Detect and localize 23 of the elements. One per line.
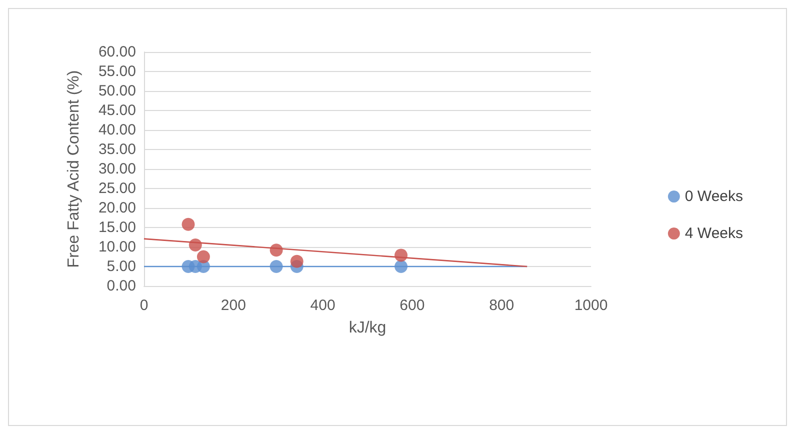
y-tick-label: 5.00 bbox=[106, 258, 136, 275]
x-tick-label: 800 bbox=[489, 297, 514, 314]
y-tick-label: 20.00 bbox=[98, 200, 136, 216]
y-tick-label: 60.00 bbox=[98, 44, 136, 60]
x-axis-title: kJ/kg bbox=[348, 320, 386, 336]
y-axis-title: Free Fatty Acid Content (%) bbox=[66, 70, 82, 268]
x-tick-label: 400 bbox=[310, 297, 336, 314]
x-tick-label: 1000 bbox=[574, 297, 608, 314]
x-tick-label: 0 bbox=[140, 297, 148, 314]
y-tick-label: 40.00 bbox=[98, 122, 136, 138]
y-tick-label: 45.00 bbox=[98, 102, 136, 119]
y-tick-label: 0.00 bbox=[106, 278, 136, 294]
y-tick-label: 15.00 bbox=[98, 219, 136, 236]
y-tick-label: 50.00 bbox=[98, 82, 136, 100]
y-tick-label: 30.00 bbox=[98, 160, 136, 178]
legend-label: 0 Weeks bbox=[684, 188, 744, 205]
x-tick-label: 600 bbox=[400, 297, 425, 314]
y-tick-label: 10.00 bbox=[98, 238, 136, 256]
x-tick-label: 200 bbox=[220, 297, 246, 314]
y-tick-label: 25.00 bbox=[98, 180, 136, 197]
legend-label: 4 Weeks bbox=[684, 225, 744, 242]
y-tick-label: 35.00 bbox=[98, 141, 136, 158]
y-tick-label: 55.00 bbox=[98, 63, 136, 80]
